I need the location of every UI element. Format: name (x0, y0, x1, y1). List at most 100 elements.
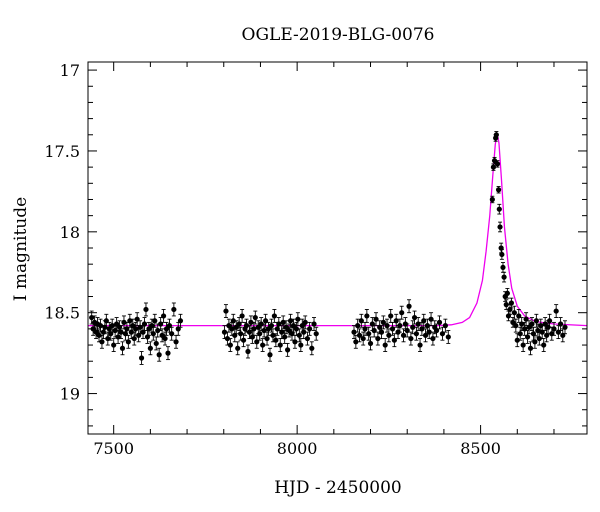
data-point (169, 326, 175, 341)
data-point (393, 313, 399, 328)
point-marker (541, 342, 547, 348)
data-point (500, 262, 506, 273)
data-point (557, 317, 564, 331)
point-marker (406, 303, 412, 309)
data-point (501, 271, 507, 283)
point-marker (133, 326, 139, 332)
point-marker (224, 335, 231, 342)
point-marker (221, 329, 228, 335)
data-point (221, 325, 228, 340)
data-point (277, 338, 283, 352)
point-marker (442, 323, 448, 329)
data-point (436, 315, 443, 330)
data-point (111, 338, 117, 352)
data-point (442, 318, 448, 333)
data-point (499, 249, 505, 260)
point-marker (532, 339, 538, 345)
data-point (313, 326, 319, 341)
data-point (119, 341, 126, 356)
data-point (513, 318, 519, 333)
point-marker (356, 332, 363, 338)
y-tick-label: 18 (60, 223, 80, 242)
data-point (415, 317, 421, 331)
data-point (143, 302, 149, 317)
point-marker (301, 329, 307, 335)
point-marker (293, 326, 300, 332)
point-marker (155, 327, 161, 334)
point-marker (524, 334, 531, 340)
data-point (355, 318, 361, 333)
point-marker (245, 348, 251, 355)
point-marker (268, 323, 275, 329)
point-marker (309, 345, 315, 351)
data-point (282, 330, 288, 344)
data-points-layer (89, 131, 568, 365)
point-marker (375, 335, 381, 342)
point-marker (277, 342, 283, 348)
data-point (239, 309, 245, 323)
point-marker (118, 329, 124, 335)
point-marker (360, 335, 366, 342)
data-point (147, 341, 153, 356)
point-marker (393, 318, 399, 324)
point-marker (223, 308, 229, 314)
data-point (367, 336, 374, 351)
point-marker (411, 314, 418, 321)
data-point (155, 323, 161, 338)
data-point (386, 328, 392, 343)
data-point (366, 326, 372, 341)
data-point (399, 305, 405, 320)
point-marker (162, 335, 168, 342)
data-point (285, 342, 291, 357)
point-marker (230, 318, 236, 324)
data-point (302, 315, 308, 330)
data-point (421, 313, 427, 328)
point-marker (495, 187, 502, 193)
point-marker (557, 321, 564, 327)
data-point (517, 326, 523, 341)
x-tick-label: 8000 (277, 439, 318, 458)
data-point (254, 334, 260, 349)
point-marker (553, 308, 559, 314)
point-marker (119, 345, 126, 351)
point-marker (426, 329, 432, 335)
point-marker (295, 316, 301, 322)
point-marker (311, 321, 317, 327)
point-marker (153, 340, 159, 347)
point-marker (415, 321, 421, 327)
data-point (309, 341, 315, 356)
point-marker (257, 331, 263, 337)
data-point (245, 344, 251, 359)
data-point (89, 310, 95, 325)
data-point (406, 299, 412, 314)
model-curve-layer (88, 133, 588, 327)
point-marker (362, 326, 368, 332)
point-marker (143, 306, 149, 313)
point-marker (508, 300, 515, 306)
data-point (165, 346, 171, 361)
data-point (408, 331, 414, 346)
point-marker (147, 345, 153, 351)
point-marker (504, 290, 510, 296)
point-marker (386, 332, 392, 338)
data-point (428, 312, 434, 327)
point-marker (285, 347, 291, 353)
point-marker (517, 331, 523, 337)
data-point (271, 309, 277, 323)
point-marker (171, 306, 177, 313)
data-point (562, 320, 568, 335)
data-point (238, 326, 244, 341)
point-marker (533, 318, 539, 324)
data-point (133, 321, 139, 336)
point-marker (251, 326, 257, 332)
data-point (121, 315, 127, 330)
point-marker (152, 318, 158, 324)
data-point (162, 331, 168, 346)
point-marker (408, 335, 414, 342)
data-point (240, 333, 247, 348)
data-point (177, 313, 184, 328)
point-marker (252, 314, 258, 321)
point-marker (292, 339, 298, 345)
data-point (260, 338, 266, 352)
point-marker (373, 316, 379, 322)
